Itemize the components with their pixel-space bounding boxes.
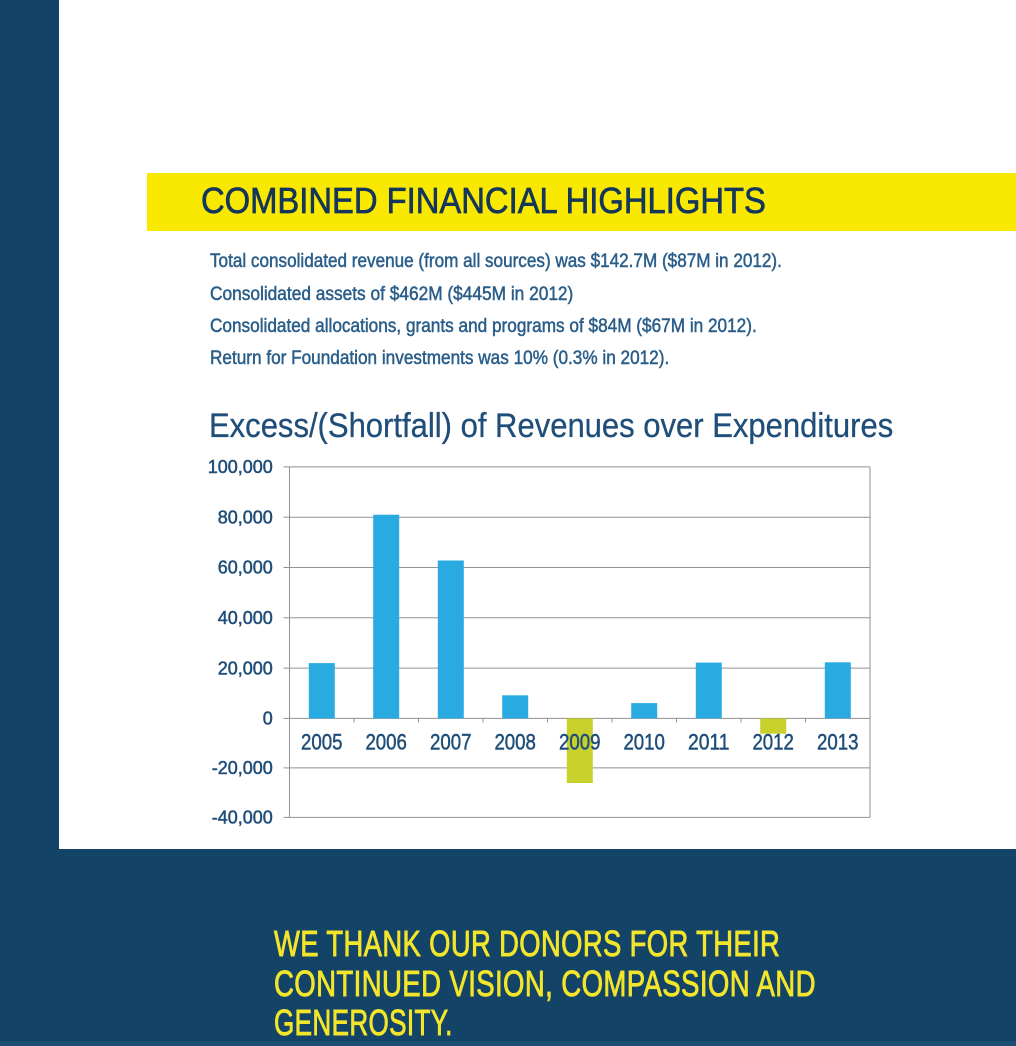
svg-text:60,000: 60,000	[218, 558, 273, 578]
svg-text:2009: 2009	[559, 730, 601, 755]
svg-text:2013: 2013	[817, 730, 859, 755]
svg-text:-20,000: -20,000	[212, 758, 273, 778]
svg-text:2011: 2011	[688, 730, 730, 755]
svg-text:20,000: 20,000	[218, 658, 273, 678]
svg-text:80,000: 80,000	[218, 507, 273, 527]
svg-text:-40,000: -40,000	[212, 808, 273, 828]
svg-text:2012: 2012	[752, 730, 794, 755]
svg-text:2005: 2005	[301, 730, 343, 755]
svg-text:2007: 2007	[430, 730, 472, 755]
svg-text:2006: 2006	[365, 730, 407, 755]
svg-text:100,000: 100,000	[208, 457, 273, 477]
svg-text:2008: 2008	[494, 730, 536, 755]
svg-text:0: 0	[263, 709, 273, 729]
svg-text:40,000: 40,000	[218, 608, 273, 628]
svg-text:2010: 2010	[623, 730, 665, 755]
